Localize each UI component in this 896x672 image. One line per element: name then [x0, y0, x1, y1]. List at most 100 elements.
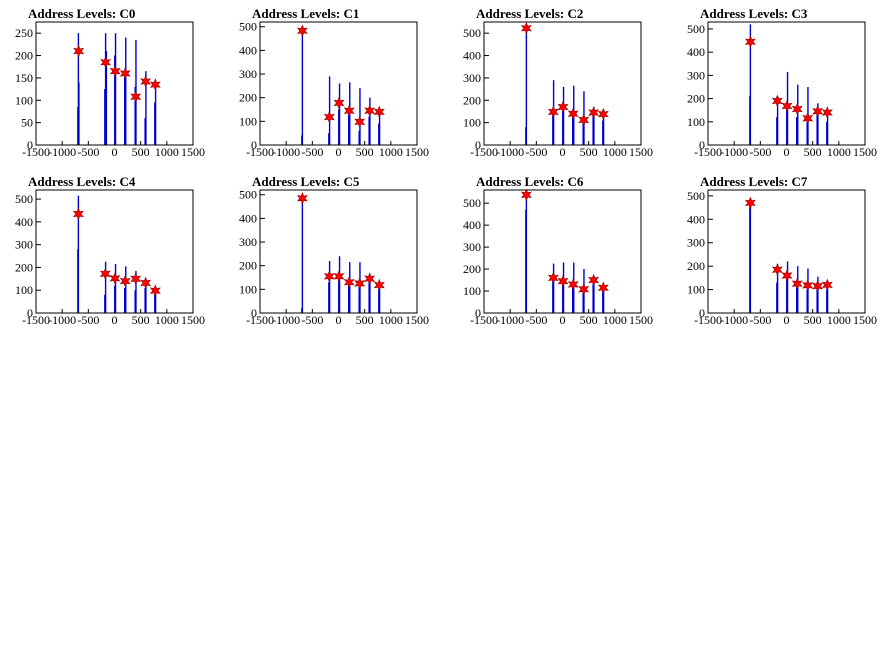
x-tick-label: -500	[301, 145, 323, 159]
x-tick-label: 0	[560, 313, 566, 327]
y-tick-label: 0	[251, 138, 257, 152]
y-tick-label: 400	[239, 43, 257, 57]
peak-marker	[771, 263, 783, 276]
y-tick-label: 100	[687, 283, 705, 297]
x-tick-label: 0	[784, 145, 790, 159]
x-tick-label: -1500	[470, 145, 498, 159]
peak-marker	[333, 270, 345, 283]
peak-marker	[520, 21, 532, 35]
chart-title: Address Levels: C4	[28, 174, 136, 189]
y-tick-label: 0	[699, 138, 705, 152]
peak-marker	[567, 107, 579, 120]
x-tick-label: 500	[132, 145, 150, 159]
y-tick-label: 200	[239, 259, 257, 273]
y-tick-label: 200	[463, 262, 481, 276]
peak-marker	[323, 270, 335, 283]
peak-marker	[343, 104, 355, 118]
peak-marker	[296, 24, 308, 38]
y-tick-label: 300	[463, 240, 481, 254]
peak-marker	[791, 277, 803, 291]
peak-marker	[343, 275, 355, 289]
peak-marker	[354, 277, 366, 290]
y-tick-label: 300	[239, 67, 257, 81]
y-tick-label: 500	[463, 26, 481, 40]
y-tick-label: 0	[475, 306, 481, 320]
x-tick-label: -1000	[272, 145, 300, 159]
chart-panel-7: Address Levels: C7-1500-1000 -500 0 500 1000…	[687, 174, 877, 327]
y-tick-label: 500	[687, 189, 705, 203]
peak-marker	[821, 278, 833, 292]
chart-title: Address Levels: C0	[28, 6, 135, 21]
peak-marker	[802, 112, 814, 125]
peak-marker	[140, 75, 152, 88]
x-tick-label: 1500	[629, 145, 653, 159]
peak-marker	[547, 271, 559, 285]
x-tick-label: -500	[77, 145, 99, 159]
y-tick-label: 0	[251, 306, 257, 320]
x-tick-label: -1500	[694, 313, 722, 327]
y-tick-label: 0	[475, 138, 481, 152]
y-tick-label: 200	[15, 260, 33, 274]
x-tick-label: 0	[336, 145, 342, 159]
y-tick-label: 500	[463, 196, 481, 210]
peak-marker	[72, 207, 84, 221]
x-tick-label: -1500	[246, 145, 274, 159]
peak-marker	[130, 90, 142, 103]
peak-marker	[296, 191, 308, 205]
chart-panel-0: Address Levels: C0-1500-1000 -500 0 500 1000…	[15, 6, 205, 159]
y-tick-label: 300	[15, 238, 33, 252]
x-tick-label: 500	[356, 145, 374, 159]
peak-marker	[557, 100, 569, 114]
x-tick-label: -1500	[470, 313, 498, 327]
peak-marker	[597, 107, 609, 121]
y-tick-label: 100	[15, 283, 33, 297]
y-tick-label: 0	[699, 306, 705, 320]
x-tick-label: 0	[560, 145, 566, 159]
y-tick-label: 200	[687, 92, 705, 106]
x-tick-label: 1000	[379, 145, 403, 159]
x-tick-label: -500	[525, 313, 547, 327]
chart-title: Address Levels: C2	[476, 6, 583, 21]
y-tick-label: 500	[239, 188, 257, 202]
x-tick-label: 500	[356, 313, 374, 327]
x-tick-label: -500	[525, 145, 547, 159]
peak-marker	[578, 282, 590, 296]
x-tick-label: 1500	[405, 145, 429, 159]
x-tick-label: 1000	[155, 145, 179, 159]
x-tick-label: 1000	[827, 145, 851, 159]
y-tick-label: 300	[687, 68, 705, 82]
peak-marker	[812, 105, 824, 118]
x-tick-label: -1000	[272, 313, 300, 327]
peak-marker	[520, 188, 532, 202]
y-tick-label: 200	[15, 49, 33, 63]
x-tick-label: 1500	[405, 313, 429, 327]
peak-marker	[547, 105, 559, 119]
x-tick-label: 1500	[629, 313, 653, 327]
y-tick-label: 400	[463, 49, 481, 63]
chart-panel-1: Address Levels: C1-1500-1000 -500 0 500 1000…	[239, 6, 429, 159]
peak-marker	[588, 106, 600, 119]
x-tick-label: 1000	[827, 313, 851, 327]
peak-marker	[802, 279, 814, 292]
x-tick-label: -1000	[496, 313, 524, 327]
y-tick-label: 100	[239, 282, 257, 296]
chart-panel-3: Address Levels: C3-1500-1000 -500 0 500 1000…	[687, 6, 877, 159]
peak-marker	[373, 105, 385, 119]
peak-marker	[149, 78, 161, 91]
y-tick-label: 300	[463, 71, 481, 85]
peak-marker	[364, 104, 376, 118]
peak-marker	[597, 281, 609, 295]
y-tick-label: 400	[687, 45, 705, 59]
chart-panel-4: Address Levels: C4-1500-1000 -500 0 500 1000…	[15, 174, 205, 327]
chart-panel-6: Address Levels: C6-1500-1000 -500 0 500 1000…	[463, 174, 653, 327]
y-tick-label: 300	[239, 235, 257, 249]
y-tick-label: 0	[27, 306, 33, 320]
peak-marker	[781, 269, 793, 282]
x-tick-label: 1500	[181, 313, 205, 327]
y-tick-label: 500	[239, 20, 257, 34]
peak-marker	[567, 278, 579, 291]
x-tick-label: -500	[77, 313, 99, 327]
x-tick-label: -1500	[22, 313, 50, 327]
x-tick-label: -1000	[48, 145, 76, 159]
